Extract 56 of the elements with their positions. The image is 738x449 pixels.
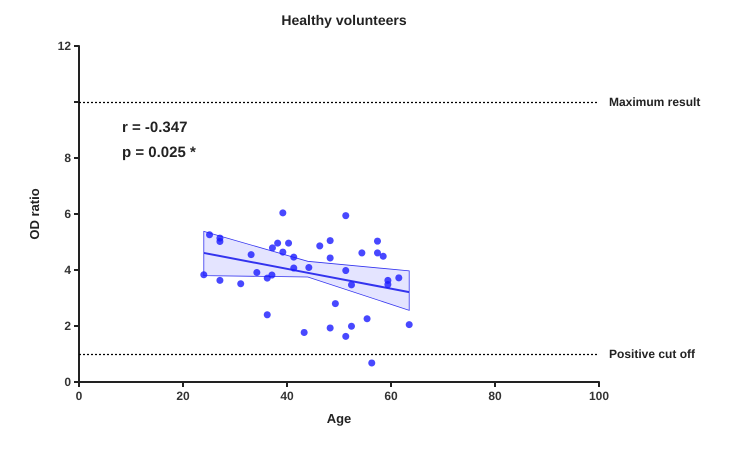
- point: [374, 238, 381, 245]
- point: [264, 311, 271, 318]
- point: [285, 240, 292, 247]
- point: [326, 237, 334, 244]
- point: [342, 212, 350, 220]
- point: [316, 242, 324, 250]
- point: [326, 254, 334, 262]
- point: [305, 264, 312, 271]
- point: [290, 254, 298, 261]
- x-tick-label: 80: [488, 389, 502, 403]
- chart-title: Healthy volunteers: [281, 12, 407, 28]
- x-axis-title: Age: [326, 411, 352, 426]
- point: [216, 238, 224, 245]
- y-tick-label: 6: [64, 207, 72, 221]
- point: [368, 359, 376, 366]
- point: [332, 300, 339, 308]
- point: [380, 252, 387, 260]
- point: [348, 281, 355, 288]
- point: [268, 272, 276, 279]
- point: [274, 240, 282, 247]
- y-axis-title: OD ratio: [27, 188, 42, 240]
- x-tick-label: 0: [76, 389, 83, 403]
- y-tick-label: 8: [64, 151, 72, 165]
- point: [279, 248, 286, 256]
- y-tick-label: 0: [64, 375, 72, 389]
- point: [406, 321, 413, 328]
- y-tick-label: 12: [58, 39, 72, 53]
- point: [200, 271, 208, 278]
- y-tick-label: 4: [64, 263, 72, 277]
- point: [206, 231, 214, 238]
- point: [395, 274, 402, 282]
- annotation: p = 0.025 *: [122, 144, 196, 161]
- point: [253, 269, 260, 276]
- x-tick-label: 20: [176, 389, 190, 403]
- point: [216, 276, 224, 284]
- point: [384, 281, 392, 288]
- x-tick-label: 60: [384, 389, 398, 403]
- point: [237, 280, 244, 288]
- point: [342, 267, 350, 274]
- point: [364, 315, 371, 322]
- y-tick-label: 2: [64, 319, 72, 333]
- x-tick-label: 40: [280, 389, 294, 403]
- point: [358, 249, 366, 256]
- x-tick-label: 100: [588, 389, 610, 403]
- point: [348, 322, 355, 330]
- annotation: r = -0.347: [122, 119, 188, 136]
- point: [374, 249, 381, 256]
- ref-line-label: Maximum result: [609, 95, 700, 109]
- point: [300, 328, 308, 336]
- point: [342, 332, 350, 340]
- point: [268, 244, 276, 252]
- ref-line-label: Positive cut off: [609, 347, 696, 361]
- point: [326, 324, 334, 332]
- point: [248, 251, 255, 258]
- point: [290, 264, 298, 272]
- point: [279, 209, 286, 216]
